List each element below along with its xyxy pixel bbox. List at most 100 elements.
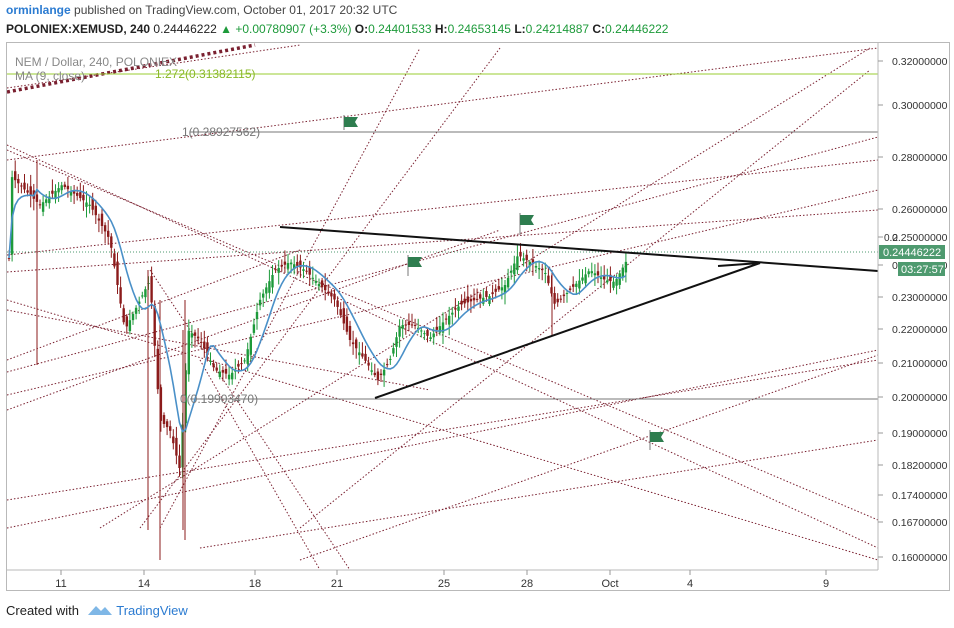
flag-icon [408, 257, 422, 267]
candle-body [258, 299, 262, 306]
chart-panel[interactable] [6, 42, 950, 591]
candle-body [54, 190, 57, 200]
dotted-trendline [299, 69, 871, 529]
candle-body [187, 330, 190, 375]
legend-title: NEM / Dollar, 240, POLONIEX [15, 55, 178, 69]
open-label: O: [354, 22, 369, 36]
time-axis[interactable]: 11 14 18 21 25 28 Oct 4 9 [55, 570, 829, 590]
fib-label-0: 0(0.19903470) [180, 392, 258, 406]
footer: Created with TradingView [6, 601, 188, 618]
candle-body [249, 336, 252, 355]
candle-body [485, 291, 488, 297]
candle-body [373, 372, 376, 376]
candle-body [153, 305, 156, 346]
candle-body [398, 326, 401, 337]
candle-body [215, 367, 218, 371]
candle-body [100, 213, 104, 226]
candle-body [7, 257, 11, 259]
candle-body [286, 263, 290, 269]
support-trendline [374, 262, 761, 399]
candle-body [66, 185, 70, 190]
author-link[interactable]: orminlange [6, 3, 71, 17]
price-tick-label: 0.28000000 [892, 152, 948, 164]
publish-line: orminlange published on TradingView.com,… [6, 3, 397, 17]
dotted-trendline [149, 269, 351, 570]
support-cap [717, 262, 761, 267]
candle-body [519, 251, 522, 257]
candle-body [305, 270, 308, 272]
candle-body [593, 273, 597, 276]
low-value: 0.24214887 [525, 22, 590, 36]
candle-body [432, 333, 435, 338]
candle-body [358, 352, 361, 356]
candle-body [26, 190, 29, 193]
chart-legend: NEM / Dollar, 240, POLONIEX MA (9, close… [15, 55, 177, 83]
candle-body [110, 236, 113, 248]
time-tick-label: 9 [823, 578, 829, 590]
candles [7, 160, 628, 560]
candle-body [441, 322, 445, 333]
candle-body [392, 348, 395, 354]
candle-body [246, 349, 249, 364]
dotted-trendline [199, 439, 878, 549]
candle-body [348, 325, 352, 340]
candle-body [94, 205, 97, 216]
candle-body [29, 186, 32, 196]
candle-body [14, 171, 17, 181]
candle-body [125, 316, 128, 327]
candle-body [203, 341, 206, 349]
time-tick-label: 14 [138, 578, 150, 590]
created-with-text: Created with [6, 603, 79, 618]
candle-body [479, 294, 482, 299]
candle-body [206, 342, 209, 355]
high-label: H: [434, 22, 448, 36]
dotted-trendline [7, 44, 301, 89]
price-tick-label: 0.23000000 [892, 292, 948, 304]
candle-body [122, 308, 125, 323]
dotted-trendline [299, 354, 878, 561]
candle-body [429, 337, 432, 339]
candle-body [475, 298, 479, 300]
candle-body [165, 421, 169, 428]
candle-body [51, 190, 54, 194]
candle-body [97, 218, 101, 221]
partial-tick: 0.2 [884, 233, 898, 244]
candle-body [568, 288, 572, 290]
time-tick-label: 11 [55, 578, 66, 590]
candle-body [85, 202, 88, 207]
last-price-tag [879, 245, 945, 259]
candle-body [150, 276, 153, 303]
candle-body [299, 260, 302, 268]
tradingview-logo-icon [87, 606, 112, 615]
candle-body [23, 182, 26, 190]
candle-body [612, 281, 615, 288]
candle-body [227, 374, 231, 380]
candle-body [513, 263, 516, 275]
candle-body [76, 192, 79, 196]
candle-body [448, 315, 451, 325]
dotted-trendline [159, 47, 421, 529]
candle-body [72, 191, 76, 194]
price-tick-label: 0.17400000 [892, 490, 948, 502]
tradingview-brand[interactable]: TradingView [116, 603, 188, 618]
candle-body [544, 272, 547, 274]
candle-body [506, 277, 510, 288]
candle-body [280, 264, 283, 267]
candle-body [606, 280, 609, 283]
countdown-tag-text: 03:27:57 [901, 264, 944, 276]
price-tick-label: 0.16000000 [892, 552, 948, 564]
triangle-pattern [279, 226, 878, 399]
candle-body [581, 277, 584, 281]
candle-body [599, 277, 603, 279]
candle-body [262, 293, 265, 298]
candle-body [252, 324, 256, 333]
candle-body [342, 308, 345, 324]
high-value: 0.24653145 [447, 22, 511, 36]
candle-body [407, 321, 411, 325]
flag-icon [650, 432, 664, 442]
close-value: 0.24446222 [605, 22, 669, 36]
candle-body [590, 271, 593, 274]
candle-body [218, 371, 221, 377]
price-axis[interactable]: 0.32000000 0.30000000 0.28000000 0.26000000… [878, 56, 948, 564]
